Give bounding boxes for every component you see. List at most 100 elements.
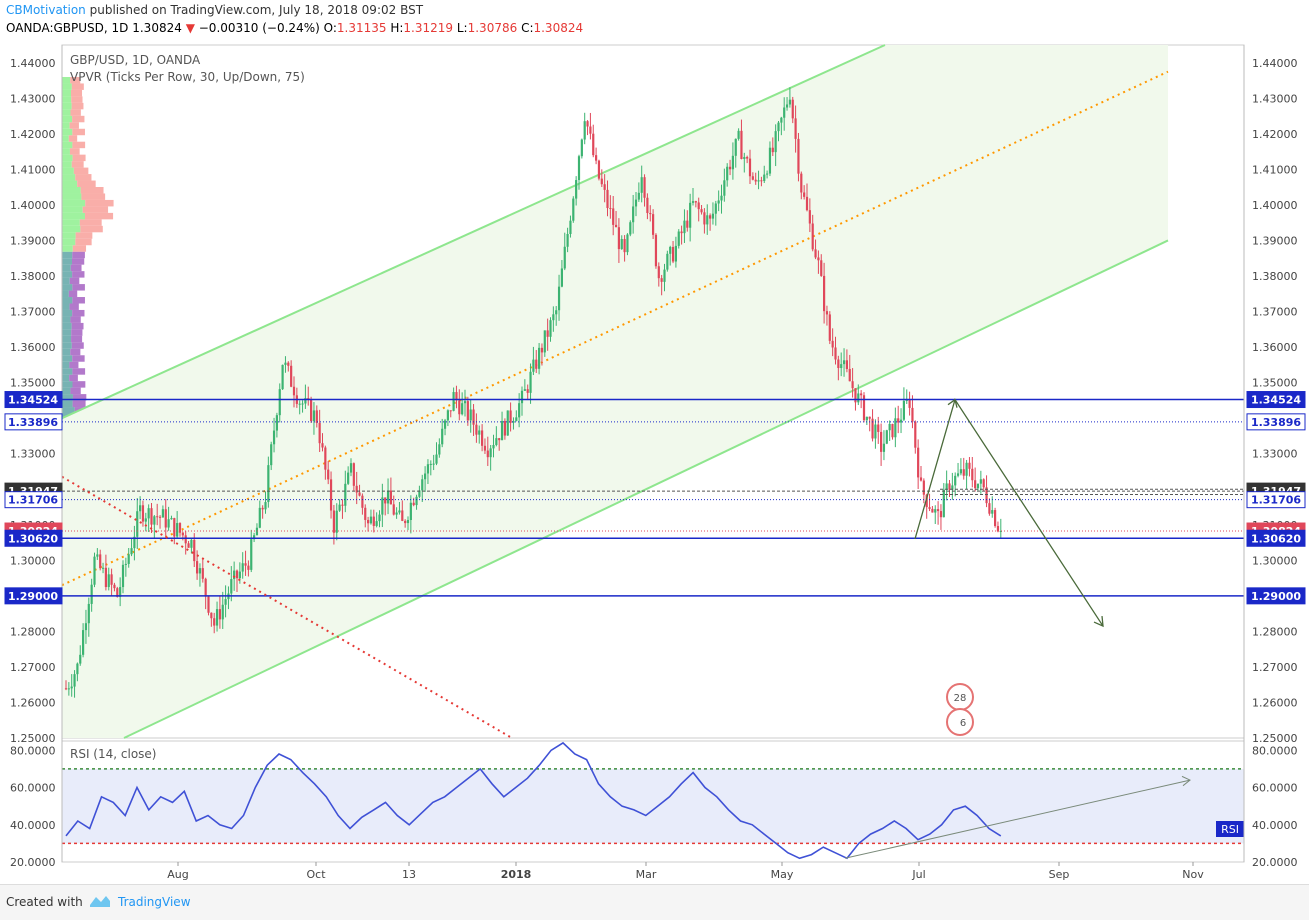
vp-row-up xyxy=(62,115,73,123)
publish-info: CBMotivation published on TradingView.co… xyxy=(6,3,423,17)
y-tick-right: 1.35000 xyxy=(1252,377,1298,390)
vp-row-up xyxy=(62,251,73,259)
candle-body xyxy=(446,410,449,421)
candle-body xyxy=(848,368,851,382)
candle-body xyxy=(261,507,264,510)
candle-body xyxy=(113,584,116,589)
vp-row-down xyxy=(82,206,109,213)
candle-body xyxy=(569,220,572,235)
x-tick: Jul xyxy=(911,868,925,881)
vp-row-up xyxy=(62,394,73,401)
candle-body xyxy=(335,510,338,533)
candle-body xyxy=(235,570,239,579)
vp-row-up xyxy=(62,167,74,175)
candle-body xyxy=(250,539,253,570)
vp-row-up xyxy=(62,96,72,103)
vp-row-down xyxy=(72,128,85,136)
candle-body xyxy=(751,176,754,180)
candle-body xyxy=(312,410,316,422)
candle-body xyxy=(805,196,809,211)
candle-body xyxy=(654,234,658,267)
candle-body xyxy=(315,410,318,423)
candle-body xyxy=(178,523,182,533)
candle-body xyxy=(694,201,697,203)
y-tick-right: 1.33000 xyxy=(1252,448,1298,461)
change-value: −0.00310 (−0.24%) xyxy=(198,21,320,35)
vp-row-down xyxy=(81,193,106,200)
candle-body xyxy=(469,409,472,421)
candle-body xyxy=(238,571,241,579)
y-tick-left: 1.39000 xyxy=(10,234,56,247)
price-tag-left: 1.29000 xyxy=(8,590,58,603)
candle-body xyxy=(623,239,626,253)
candle-body xyxy=(572,198,575,221)
price-tag-left: 1.31706 xyxy=(8,494,58,507)
candle-body xyxy=(281,364,284,390)
candle-body xyxy=(64,688,68,690)
candle-body xyxy=(324,447,327,470)
vp-row-down xyxy=(80,187,104,194)
price-tag-left: 1.30620 xyxy=(8,532,58,545)
candle-body xyxy=(842,360,846,365)
candle-body xyxy=(951,485,954,490)
y-tick-left: 1.42000 xyxy=(10,128,56,141)
candle-body xyxy=(728,166,732,170)
x-tick: Nov xyxy=(1182,868,1204,881)
candle-body xyxy=(922,480,925,495)
vp-row-up xyxy=(62,348,71,356)
candle-body xyxy=(726,166,729,181)
event-badges[interactable]: 28 6 xyxy=(946,683,974,736)
candle-body xyxy=(979,479,982,484)
candle-body xyxy=(435,454,438,464)
candle-body xyxy=(233,570,236,580)
vp-row-up xyxy=(62,290,69,298)
vp-row-down xyxy=(75,174,92,181)
vp-row-down xyxy=(68,135,78,142)
vp-row-down xyxy=(72,284,85,291)
candle-body xyxy=(828,314,831,341)
candle-body xyxy=(609,208,612,210)
candle-body xyxy=(854,388,857,403)
candle-body xyxy=(127,554,130,564)
candle-body xyxy=(971,468,974,481)
vp-row-down xyxy=(72,297,85,304)
candle-body xyxy=(104,567,107,588)
candle-body xyxy=(84,623,88,631)
vp-row-up xyxy=(62,76,71,84)
candle-body xyxy=(398,510,401,513)
author-link[interactable]: CBMotivation xyxy=(6,3,86,17)
candle-body xyxy=(466,401,469,421)
rsi-pane: RSI xyxy=(62,741,1244,860)
candle-body xyxy=(595,155,598,161)
vp-row-down xyxy=(72,394,87,401)
candle-body xyxy=(347,472,350,484)
candle-body xyxy=(255,527,259,536)
event-badge-2[interactable] xyxy=(946,708,974,736)
x-tick: 2018 xyxy=(501,868,532,881)
y-tick-left: 1.38000 xyxy=(10,270,56,283)
y-tick-right: 1.30000 xyxy=(1252,554,1298,567)
vp-row-down xyxy=(71,161,84,168)
candle-body xyxy=(121,564,125,588)
candle-body xyxy=(224,599,227,605)
candle-body xyxy=(498,438,501,441)
candle-body xyxy=(660,278,663,282)
candle-body xyxy=(976,483,980,489)
candle-body xyxy=(170,518,173,520)
price-tag-right: 1.30620 xyxy=(1251,532,1301,545)
candle-body xyxy=(800,173,803,193)
candle-body xyxy=(717,200,720,204)
tradingview-brand[interactable]: TradingView xyxy=(118,895,191,909)
candle-body xyxy=(372,516,375,526)
candle-body xyxy=(247,565,250,570)
vp-row-up xyxy=(62,271,73,278)
candle-body xyxy=(401,510,404,521)
candle-body xyxy=(663,269,666,282)
candle-body xyxy=(857,393,860,403)
candle-body xyxy=(614,224,618,228)
candle-body xyxy=(164,509,167,528)
rsi-y-tick-left: 20.0000 xyxy=(10,856,56,869)
candle-body xyxy=(449,410,452,412)
candle-body xyxy=(367,519,370,524)
